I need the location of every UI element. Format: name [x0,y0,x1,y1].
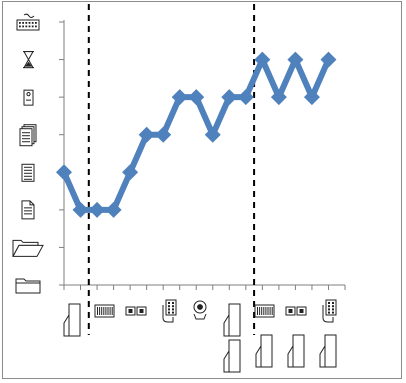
barcode-icon [254,304,275,318]
data-point-marker [56,164,72,181]
data-point-marker [105,201,122,218]
stacked-documents-icon [19,124,37,147]
data-point-marker [303,89,320,106]
data-point-marker [171,89,188,106]
dual-port-icon [285,306,307,316]
data-point-marker [320,51,337,68]
open-folder-icon [12,239,44,257]
data-point-marker [287,51,304,68]
data-point-marker [204,126,221,143]
series-line [61,56,332,213]
data-point-marker [89,201,106,218]
data-point-marker [188,89,205,106]
folded-document-icon [223,303,241,337]
folder-icon [15,278,41,294]
data-point-marker [237,89,254,106]
folded-document-icon [255,334,273,368]
barcode-icon [94,304,115,318]
tower-icon [23,89,34,106]
reel-icon [193,300,207,320]
data-point-marker [72,201,89,218]
data-point-marker [270,89,287,106]
data-point-marker [122,164,139,181]
data-point-marker [254,51,271,68]
data-point-marker [138,126,155,143]
data-point-marker [155,126,172,143]
hourglass-icon [23,51,34,69]
text-lines-icon [21,163,35,182]
keyboard-icon [16,13,40,31]
keypad-hand-icon [162,299,177,323]
folded-document-icon [287,334,305,368]
folded-document-icon [63,303,81,337]
data-point-marker [221,89,238,106]
folded-document-icon [223,339,241,373]
folded-document-icon [319,334,337,368]
dual-port-icon [125,306,147,316]
document-icon [21,200,35,220]
keypad-hand-icon [322,299,337,323]
